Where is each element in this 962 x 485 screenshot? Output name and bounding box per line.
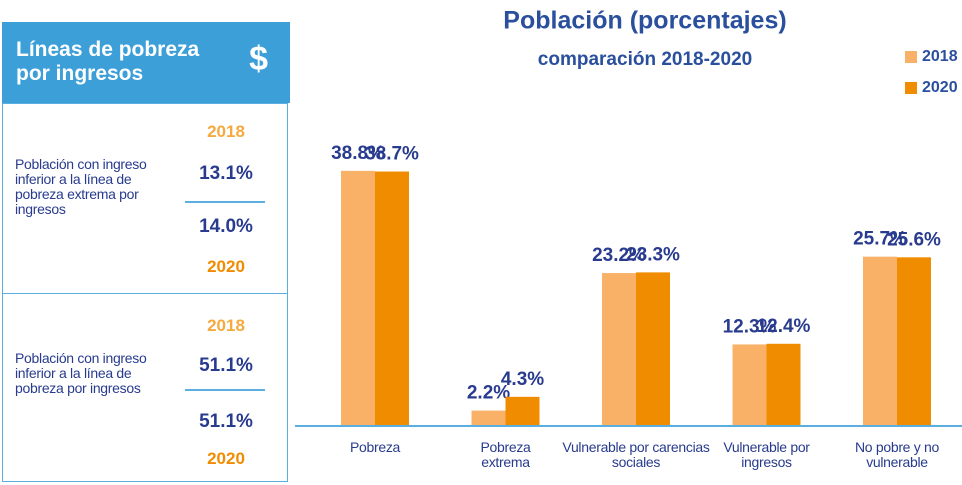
value-label: 38.8% [331,143,385,164]
bar [766,343,801,425]
value-text: 13.1% [199,163,253,184]
block-label: Población con ingreso inferior a la líne… [15,156,147,217]
value-label: 25.7% [853,229,907,250]
x-tick-label: No pobre y no vulnerable [854,439,940,470]
year-label: 2018 [207,316,245,335]
panel-title: Líneas de pobreza por ingresos [16,38,200,85]
year-label: 2018 [207,122,245,141]
x-tick-label: Pobreza [349,439,401,455]
value-label: 38.7% [365,144,419,165]
bar [505,396,540,425]
value-text: 14.0% [199,216,253,237]
chart-title: Población (porcentajes) [503,7,786,35]
value-label: 2.2% [467,383,510,404]
year-label: 2020 [207,449,245,468]
bar [897,257,931,425]
legend-swatch [905,82,917,94]
legend-label: 2020 [922,79,958,96]
legend-swatch [905,51,917,63]
info-block: Población con ingreso inferior a la líne… [2,293,288,482]
value-label: 12.4% [757,316,811,337]
panel-header: Líneas de pobreza por ingresos $ [2,22,290,103]
bar [602,273,636,425]
bar [863,256,897,425]
legend-label: 2018 [922,48,958,65]
chart-subtitle: comparación 2018-2020 [538,49,752,70]
value-label: 23.3% [626,244,680,265]
x-tick-label: Vulnerable por carencias sociales [562,439,710,470]
info-block: Población con ingreso inferior a la líne… [2,103,288,294]
dollar-icon: $ [249,40,268,78]
side-panel: Líneas de pobreza por ingresos $ Poblaci… [2,22,290,482]
value-label: 12.3% [723,316,777,337]
divider [185,389,265,391]
value-text: 51.1% [199,355,253,376]
value-label: 25.6% [887,229,941,250]
divider [185,201,265,203]
year-label: 2020 [207,257,245,276]
bar [636,272,670,425]
block-label: Población con ingreso inferior a la líne… [15,350,147,396]
bar [732,344,767,425]
bar [471,410,506,425]
x-tick-label: Vulnerable por ingresos [723,439,810,470]
x-tick-label: Pobreza extrema [480,439,531,470]
bar [375,171,409,425]
value-label: 23.2% [592,245,646,266]
value-text: 51.1% [199,411,253,432]
bar [341,170,375,425]
value-label: 4.3% [501,369,544,390]
